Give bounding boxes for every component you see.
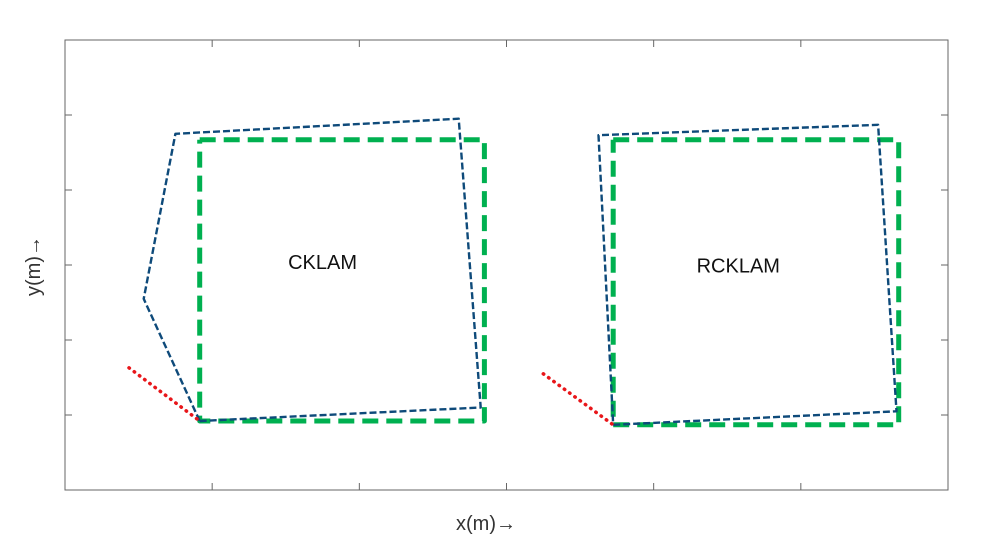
series-approach xyxy=(541,372,615,427)
series-reference xyxy=(197,137,487,424)
series-estimate xyxy=(597,123,898,426)
series-approach xyxy=(127,366,202,423)
series-estimate xyxy=(142,117,482,423)
annotation-label: RCKLAM xyxy=(697,256,780,278)
series-reference xyxy=(610,137,902,428)
series-layer xyxy=(127,117,902,428)
plot-frame xyxy=(64,39,949,491)
axis-ticks xyxy=(65,40,948,490)
annotation-label: CKLAM xyxy=(288,252,357,274)
x-axis-label: x(m)→ xyxy=(456,513,516,535)
y-axis-label: y(m)→ xyxy=(23,236,45,296)
annotation-layer: CKLAM RCKLAM xyxy=(288,252,780,278)
